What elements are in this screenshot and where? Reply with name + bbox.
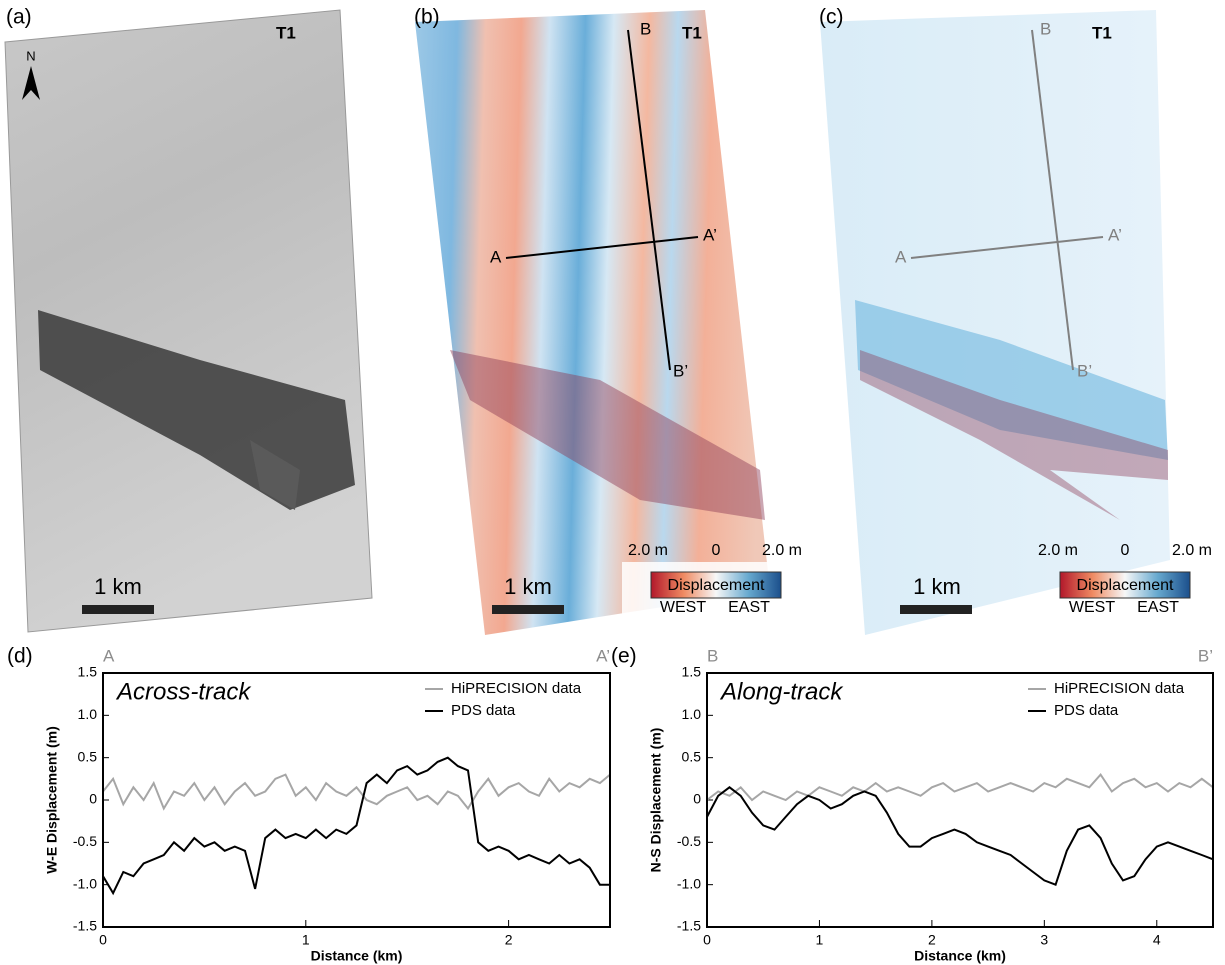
y-tick-label: 1.0 <box>682 706 702 722</box>
x-tick-label: 3 <box>1040 932 1048 948</box>
data-line <box>102 773 611 811</box>
y-axis-label: N-S Displacement (m) <box>648 728 664 873</box>
profile-label: A’ <box>1108 225 1122 244</box>
y-tick-label: -0.5 <box>73 833 97 849</box>
x-tick-label: 2 <box>928 932 936 948</box>
profile-line <box>627 29 671 371</box>
north-arrow <box>22 66 40 100</box>
colorbar-side: EAST <box>1137 599 1179 616</box>
x-tick-label: 1 <box>816 932 824 948</box>
panel-a: (a) T1 N 1 km <box>4 6 373 633</box>
legend-label: PDS data <box>451 702 516 719</box>
tag: T1 <box>682 23 702 42</box>
colorbar-tick: 2.0 m <box>762 542 802 559</box>
x-tick-label: 0 <box>703 932 711 948</box>
image-displacement <box>820 10 1170 635</box>
profile-line <box>1031 29 1074 371</box>
scale-label: 1 km <box>504 574 552 599</box>
panel-b: (b) T1 B A A’ B’ 1 km 2.0 m 0 2.0 m Disp… <box>414 6 802 635</box>
colorbar <box>1059 571 1191 599</box>
north-label: N <box>26 48 35 63</box>
profile-label: B <box>1040 19 1051 38</box>
y-tick-label: 0.5 <box>78 748 98 764</box>
y-tick-label: -1.5 <box>73 918 97 934</box>
y-tick-label: 1.0 <box>78 706 98 722</box>
colorbar-tick: 0 <box>1121 542 1130 559</box>
tag: T1 <box>276 23 296 42</box>
y-tick-label: -1.0 <box>677 875 701 891</box>
colorbar-title: Displacement <box>1077 577 1174 594</box>
profile-end: B’ <box>1198 646 1213 665</box>
colorbar-tick: 2.0 m <box>1038 542 1078 559</box>
legend-label: HiPRECISION data <box>1054 680 1185 697</box>
canyon <box>860 350 1168 520</box>
plot-frame <box>706 672 1214 928</box>
profile-label: A <box>895 247 907 266</box>
colorbar-side: WEST <box>660 599 706 616</box>
panel-label: (c) <box>819 6 844 29</box>
profile-label: B’ <box>1077 361 1092 380</box>
colorbar-side: WEST <box>1069 599 1115 616</box>
profile-label: A <box>490 247 502 266</box>
x-axis-label: Distance (km) <box>914 948 1006 964</box>
data-line <box>706 772 1214 802</box>
panel-label: (b) <box>414 6 440 29</box>
profile-line <box>505 236 699 259</box>
y-tick-label: -1.5 <box>677 918 701 934</box>
canyon <box>250 440 300 510</box>
panel-label: (e) <box>611 645 637 668</box>
y-tick-label: -1.0 <box>73 875 97 891</box>
colorbar-tick: 2.0 m <box>1172 542 1212 559</box>
chart-title: Across-track <box>115 678 252 705</box>
x-tick-label: 2 <box>505 932 513 948</box>
panel-c: (c) T1 B A A’ B’ 1 km 2.0 m 0 2.0 m Disp… <box>819 6 1212 635</box>
x-tick-label: 0 <box>99 932 107 948</box>
profile-label: B <box>640 19 651 38</box>
scale-label: 1 km <box>94 574 142 599</box>
data-line <box>706 786 1214 887</box>
profile-label: B’ <box>673 361 688 380</box>
y-tick-label: 0.5 <box>682 748 702 764</box>
y-tick-label: -0.5 <box>677 833 701 849</box>
colorbar-tick: 2.0 m <box>628 542 668 559</box>
chart-title: Along-track <box>719 678 844 705</box>
canyon <box>450 350 765 520</box>
colorbar <box>650 571 782 599</box>
tag: T1 <box>1092 23 1112 42</box>
x-tick-label: 1 <box>302 932 310 948</box>
profile-line <box>910 236 1104 259</box>
legend-label: PDS data <box>1054 702 1119 719</box>
legend-label: HiPRECISION data <box>451 680 582 697</box>
scale-bar <box>900 605 972 614</box>
scale-bar <box>492 605 564 614</box>
scale-label: 1 km <box>913 574 961 599</box>
colorbar-side: EAST <box>728 599 770 616</box>
colorbar-tick: 0 <box>712 542 721 559</box>
data-line <box>102 756 610 896</box>
profile-end: A’ <box>596 646 610 665</box>
scale-bar <box>82 605 154 614</box>
panel-label: (a) <box>6 6 32 29</box>
x-tick-label: 4 <box>1153 932 1161 948</box>
y-axis-label: W-E Displacement (m) <box>44 726 60 874</box>
plot-frame <box>102 672 611 928</box>
panel-label: (d) <box>7 645 33 668</box>
y-tick-label: 1.5 <box>682 664 702 680</box>
y-tick-label: 0 <box>693 791 701 807</box>
x-axis-label: Distance (km) <box>311 948 403 964</box>
profile-start: B <box>707 646 718 665</box>
profile-start: A <box>103 646 115 665</box>
y-tick-label: 0 <box>89 791 97 807</box>
image-displacement <box>415 10 770 635</box>
y-tick-label: 1.5 <box>78 664 98 680</box>
profile-label: A’ <box>703 225 717 244</box>
colorbar-title: Displacement <box>668 577 765 594</box>
canyon <box>855 300 1168 460</box>
